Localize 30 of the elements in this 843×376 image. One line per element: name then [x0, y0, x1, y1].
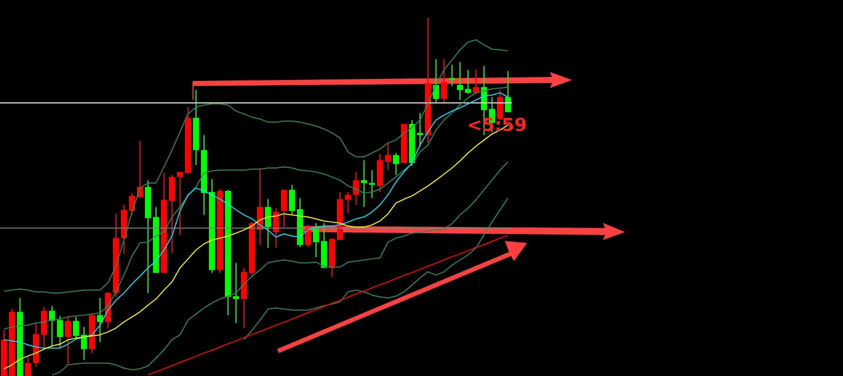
- candlestick: [49, 305, 55, 348]
- candlestick: [81, 326, 87, 360]
- candlestick: [345, 191, 351, 214]
- candlestick: [65, 315, 71, 366]
- candlestick: [353, 171, 359, 206]
- candlestick: [457, 62, 463, 100]
- candlestick: [273, 208, 279, 248]
- candlestick: [41, 306, 47, 349]
- candlestick: [265, 198, 271, 248]
- candlestick: [441, 58, 447, 104]
- candlestick: [97, 297, 103, 342]
- candlestick: [57, 315, 63, 348]
- candlestick: [25, 356, 31, 376]
- candlestick: [169, 174, 175, 254]
- candlestick: [177, 171, 183, 236]
- candlestick: [417, 112, 423, 148]
- candlestick: [473, 69, 479, 94]
- candlestick: [73, 316, 79, 340]
- candlestick: [361, 160, 367, 208]
- candlestick: [433, 58, 439, 103]
- candlestick: [281, 189, 287, 228]
- candlestick: [233, 262, 239, 324]
- candlestick: [393, 152, 399, 176]
- candlestick: [465, 69, 471, 94]
- candlestick: [505, 70, 511, 113]
- candlestick: [289, 184, 295, 216]
- candlestick: [369, 170, 375, 199]
- candlestick: [385, 142, 391, 171]
- candlestick: [313, 222, 319, 258]
- candlestick: [449, 64, 455, 87]
